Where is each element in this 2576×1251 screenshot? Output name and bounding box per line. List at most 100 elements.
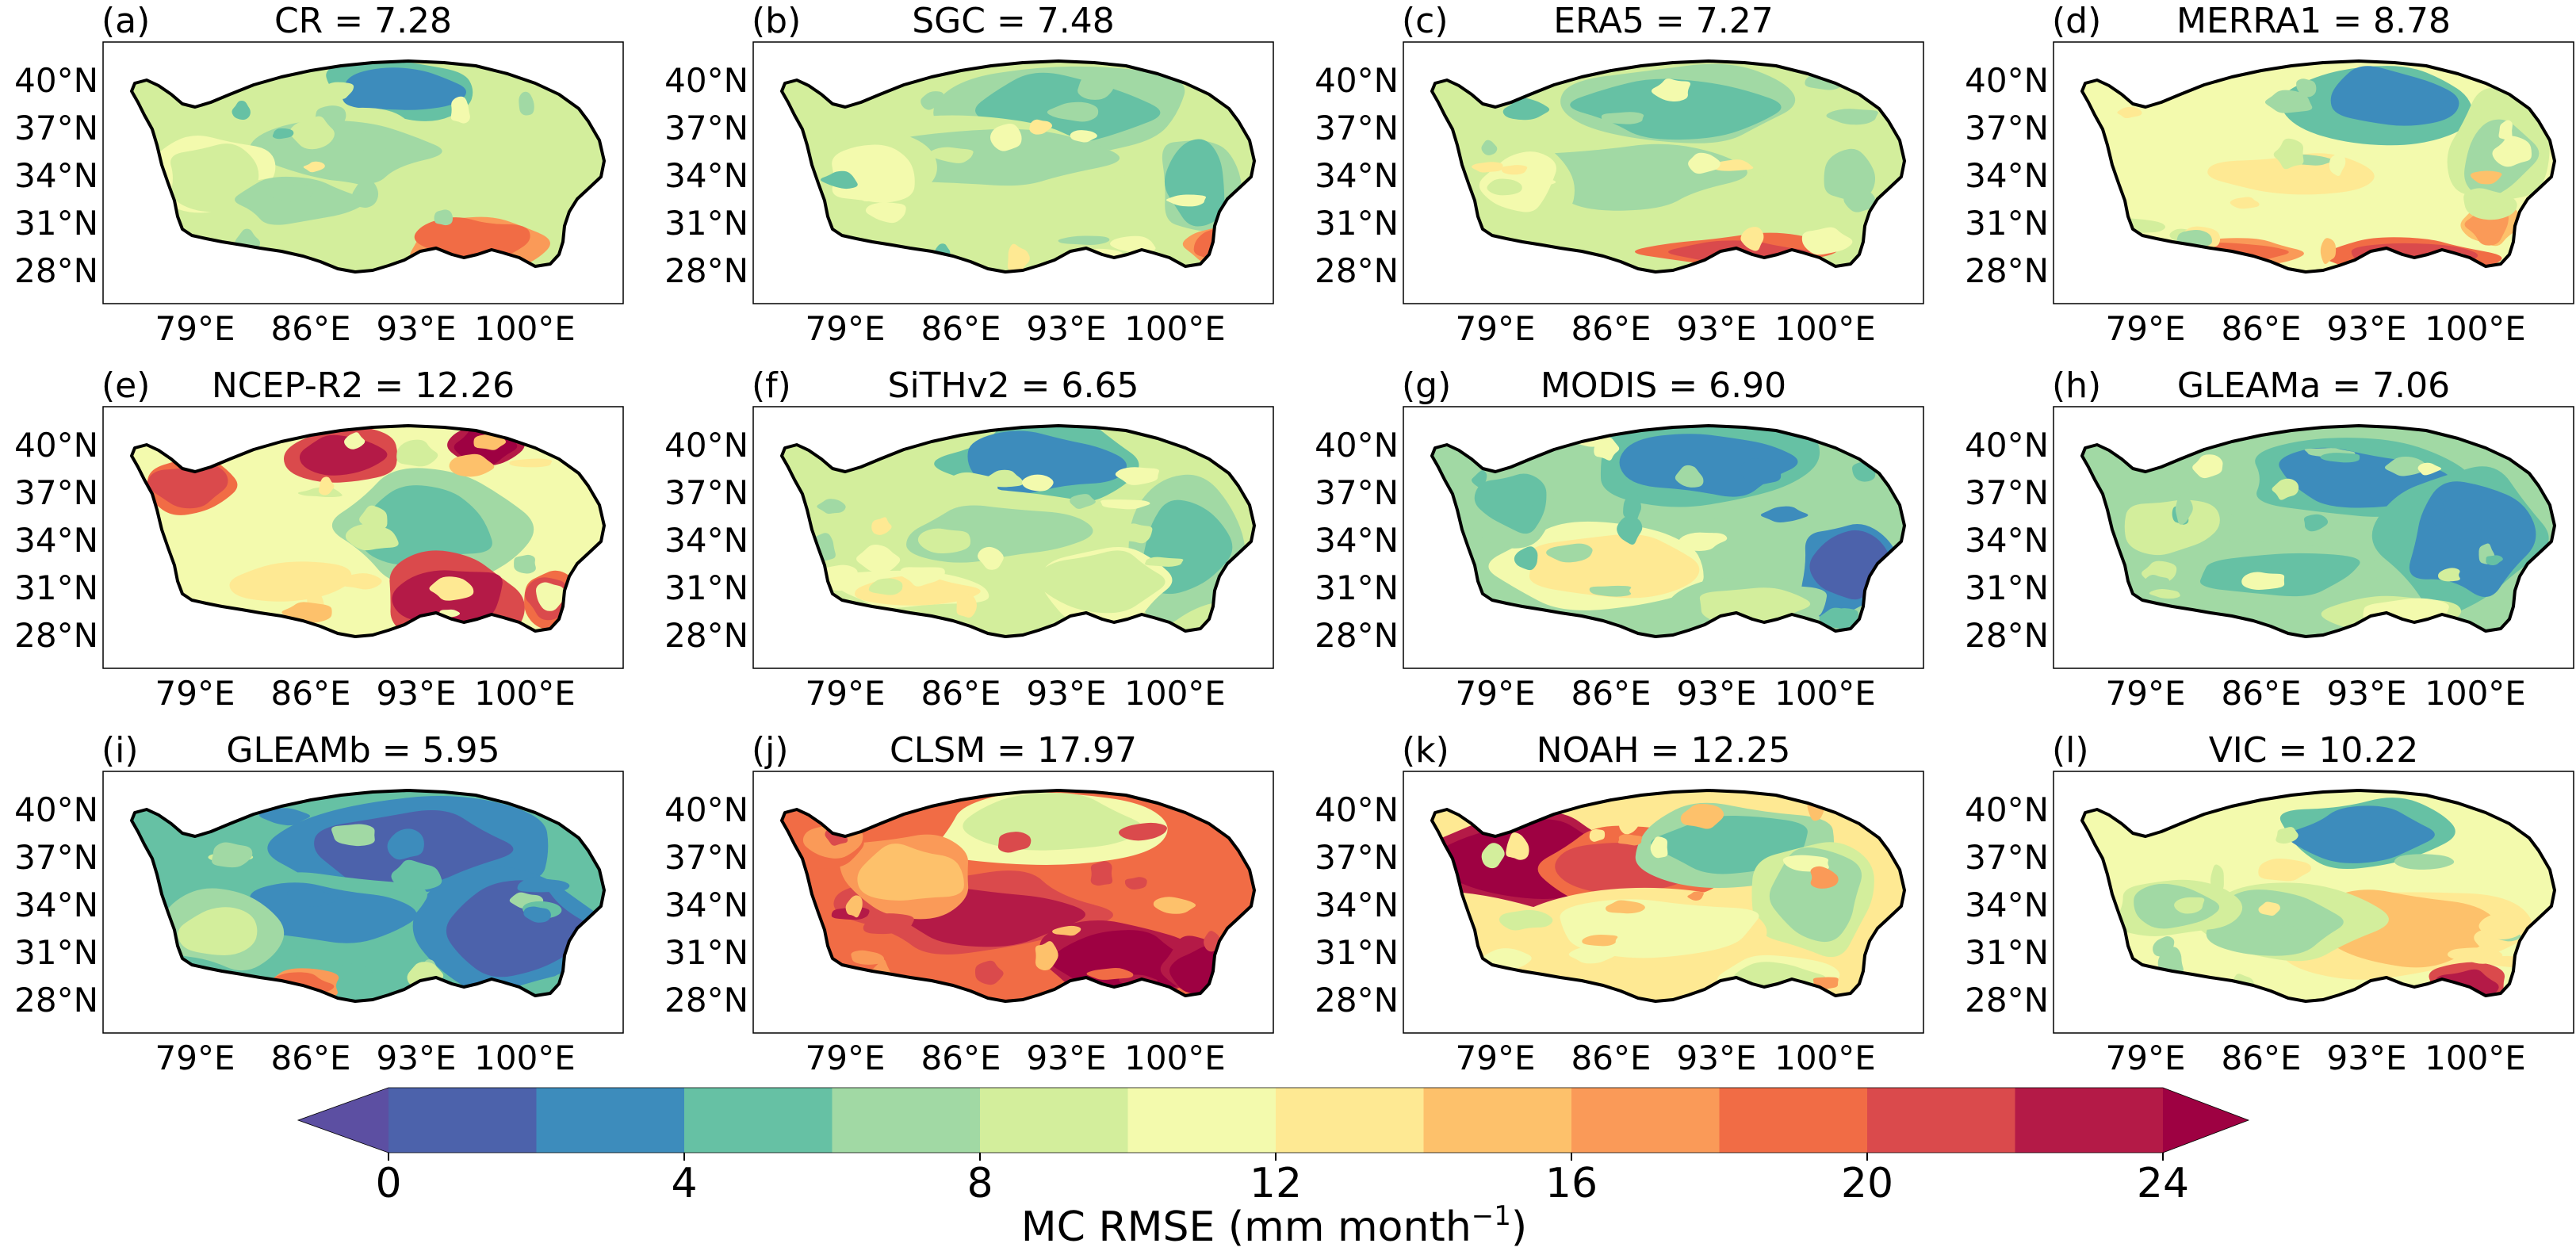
error-patch [2230, 197, 2260, 209]
rmse-field [2082, 790, 2555, 1001]
lat-tick-label: 31°N [14, 933, 98, 972]
error-patch [2273, 138, 2304, 170]
error-patch [858, 189, 879, 202]
error-patch [2192, 454, 2223, 479]
error-patch [1627, 228, 1662, 240]
error-patch [1035, 941, 1058, 970]
lat-tick-label: 37°N [1965, 838, 2049, 877]
error-patch [1589, 828, 1606, 842]
plateau-boundary [2080, 789, 2556, 1003]
map-area [2080, 789, 2556, 1003]
error-patch [1760, 506, 1809, 522]
error-patch [2486, 555, 2503, 565]
colorbar-label: MC RMSE (mm month−1) [1021, 1200, 1527, 1251]
panel-letter: (a) [101, 1, 150, 41]
error-patch [1618, 805, 1640, 835]
error-patch [354, 131, 393, 153]
plateau-boundary [2080, 424, 2556, 638]
error-patch [2384, 457, 2427, 476]
lon-tick-label: 86°E [921, 309, 1001, 348]
lon-tick-label: 100°E [1774, 674, 1876, 713]
error-patch [2417, 462, 2442, 476]
lon-tick-label: 93°E [1677, 309, 1757, 348]
lat-tick-label: 40°N [1315, 61, 1399, 100]
colorbar-bin [389, 1088, 538, 1153]
error-patch [2329, 153, 2346, 177]
colorbar-bin [980, 1088, 1129, 1153]
error-patch [997, 832, 1032, 853]
lon-tick-label: 79°E [2106, 309, 2186, 348]
lat-tick-label: 28°N [1315, 251, 1399, 290]
error-patch [387, 828, 424, 860]
plateau-boundary [780, 789, 1256, 1003]
panel-grid: (a) CR = 7.28 40°N 37°N 34°N 31°N 28°N 79°E 86°E… [14, 1, 2574, 1077]
lat-tick-label: 28°N [14, 616, 98, 655]
lat-tick-label: 34°N [1315, 521, 1399, 560]
colorbar-tick-label: 24 [2137, 1160, 2189, 1207]
lon-tick-label: 86°E [271, 1039, 351, 1077]
lon-tick-label: 93°E [377, 674, 457, 713]
lat-tick-label: 40°N [1965, 426, 2049, 465]
colorbar-bin [1423, 1088, 1572, 1153]
error-patch [1702, 505, 1740, 518]
error-patch [1058, 235, 1110, 245]
rmse-field [1432, 790, 1904, 1001]
map-panel: (g) MODIS = 6.90 40°N 37°N 34°N 31°N 28°N 79°E 8… [1315, 365, 1924, 713]
map-area [1430, 59, 1906, 274]
error-patch [928, 147, 974, 163]
colorbar-bin [1127, 1088, 1277, 1153]
error-patch [232, 100, 251, 121]
error-patch [371, 883, 396, 897]
error-patch [514, 554, 536, 574]
lat-tick-label: 40°N [14, 790, 98, 829]
error-patch [331, 824, 375, 847]
error-patch [974, 960, 1004, 985]
map-panel: (i) GLEAMb = 5.95 40°N 37°N 34°N 31°N 28°N 79°E… [14, 730, 624, 1077]
colorbar-label-close: ) [1511, 1203, 1527, 1251]
lon-tick-label: 79°E [1456, 674, 1536, 713]
error-patch [1801, 227, 1853, 255]
error-patch [2296, 78, 2317, 98]
error-patch [1029, 119, 1053, 135]
panel-letter: (e) [101, 365, 150, 406]
panel-title: CLSM = 17.97 [890, 730, 1137, 771]
error-patch [1502, 97, 1550, 121]
map-panel: (e) NCEP-R2 = 12.26 40°N 37°N 34°N 31°N 28°N 79… [14, 365, 624, 713]
lon-tick-label: 100°E [1124, 309, 1226, 348]
error-patch [2303, 514, 2329, 532]
lat-tick-label: 37°N [14, 473, 98, 512]
error-patch [1070, 130, 1097, 143]
error-patch [1501, 165, 1528, 175]
error-patch [1090, 861, 1113, 886]
lat-tick-label: 34°N [1965, 521, 2049, 560]
lat-tick-label: 28°N [1315, 616, 1399, 655]
lat-tick-label: 31°N [1965, 568, 2049, 607]
lon-tick-label: 86°E [2222, 674, 2302, 713]
lat-tick-label: 34°N [664, 886, 748, 924]
panel-title: SGC = 7.48 [912, 1, 1115, 41]
lat-tick-label: 40°N [1965, 61, 2049, 100]
error-patch [917, 528, 971, 554]
error-patch [2249, 966, 2293, 985]
lon-tick-label: 79°E [2106, 674, 2186, 713]
lat-tick-label: 40°N [664, 426, 748, 465]
lat-tick-label: 28°N [664, 251, 748, 290]
map-area [780, 789, 1256, 1003]
lat-tick-label: 28°N [664, 616, 748, 655]
lon-tick-label: 86°E [921, 1039, 1001, 1077]
error-patch [536, 582, 565, 611]
panel-letter: (j) [752, 730, 789, 771]
error-patch [2175, 495, 2193, 525]
lat-tick-label: 40°N [664, 790, 748, 829]
error-patch [1651, 78, 1691, 102]
map-panel: (a) CR = 7.28 40°N 37°N 34°N 31°N 28°N 79°E 86°E… [14, 1, 624, 348]
error-patch [429, 576, 474, 601]
lon-tick-label: 100°E [474, 309, 576, 348]
colorbar-tick-label: 16 [1545, 1160, 1598, 1207]
error-patch [1568, 947, 1616, 964]
error-patch [1472, 470, 1487, 489]
lat-tick-label: 31°N [664, 204, 748, 243]
error-patch [820, 170, 858, 189]
lon-tick-label: 79°E [155, 674, 235, 713]
lat-tick-label: 40°N [1315, 426, 1399, 465]
